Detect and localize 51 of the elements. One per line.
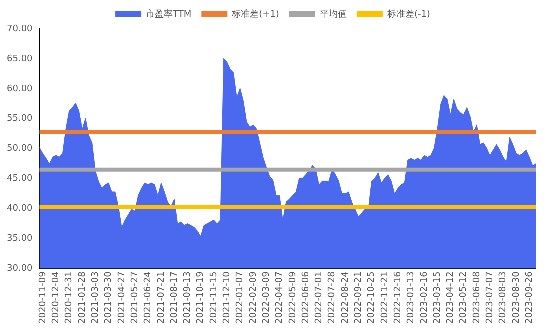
x-tick-label: 2022-11-21 — [380, 272, 390, 324]
x-tick-label: 2022-08-24 — [340, 271, 351, 324]
y-tick-label: 30.00 — [7, 264, 34, 274]
legend-label: 标准差(+1) — [231, 8, 280, 20]
x-tick-label: 2022-03-09 — [262, 271, 272, 324]
x-tick-label: 2021-10-19 — [196, 271, 206, 324]
x-tick-label: 2022-02-09 — [248, 271, 259, 324]
x-tick-label: 2021-06-24 — [144, 271, 154, 324]
x-tick-label: 2022-12-16 — [393, 271, 404, 324]
legend-label: 市盈率TTM — [146, 8, 192, 20]
x-tick-label: 2022-05-09 — [288, 271, 298, 324]
x-tick-label: 2022-04-07 — [275, 272, 286, 324]
x-tick-label: 2021-07-21 — [156, 272, 167, 324]
x-tick-label: 2021-08-17 — [170, 272, 180, 324]
x-tick-label: 2022-07-01 — [314, 272, 325, 324]
x-tick-label: 2023-08-03 — [498, 272, 509, 324]
x-tick-label: 2022-09-21 — [354, 272, 364, 324]
x-tick-label: 2023-02-16 — [420, 271, 430, 324]
x-tick-label: 2023-09-26 — [524, 271, 535, 324]
legend-label: 标准差(-1) — [386, 8, 430, 20]
x-tick-label: 2020-11-09 — [38, 271, 48, 324]
x-tick-label: 2020-12-04 — [52, 271, 62, 324]
x-tick-label: 2023-06-08 — [472, 271, 482, 324]
y-tick-label: 60.00 — [7, 84, 34, 94]
y-tick-label: 65.00 — [7, 54, 34, 64]
x-tick-label: 2021-11-15 — [209, 272, 220, 324]
y-tick-label: 50.00 — [7, 144, 34, 154]
x-tick-label: 2021-01-28 — [78, 271, 88, 324]
y-tick-label: 45.00 — [7, 174, 34, 184]
x-tick-label: 2022-01-07 — [236, 272, 246, 324]
x-tick-label: 2022-06-06 — [301, 271, 312, 324]
y-tick-label: 55.00 — [7, 114, 34, 124]
x-tick-label: 2022-10-25 — [367, 272, 378, 324]
x-tick-label: 2023-03-15 — [432, 272, 443, 324]
x-tick-label: 2020-12-31 — [64, 272, 75, 324]
x-tick-label: 2021-04-27 — [117, 272, 128, 324]
x-tick-label: 2023-07-07 — [486, 272, 496, 324]
x-tick-label: 2023-08-30 — [512, 271, 522, 324]
x-tick-label: 2023-05-12 — [459, 272, 470, 324]
x-tick-label: 2021-12-10 — [222, 271, 233, 324]
legend-label: 平均值 — [320, 8, 347, 20]
y-tick-label: 70.00 — [7, 24, 34, 34]
x-tick-label: 2023-04-12 — [446, 272, 456, 324]
x-tick-label: 2021-05-27 — [130, 272, 140, 324]
x-tick-label: 2022-07-28 — [328, 271, 338, 324]
x-tick-label: 2021-03-03 — [91, 272, 101, 324]
y-tick-label: 40.00 — [7, 204, 34, 214]
x-tick-label: 2021-03-30 — [104, 271, 114, 324]
x-tick-label: 2023-01-13 — [406, 272, 417, 324]
y-tick-label: 35.00 — [7, 234, 34, 244]
x-tick-label: 2021-09-13 — [183, 272, 194, 324]
